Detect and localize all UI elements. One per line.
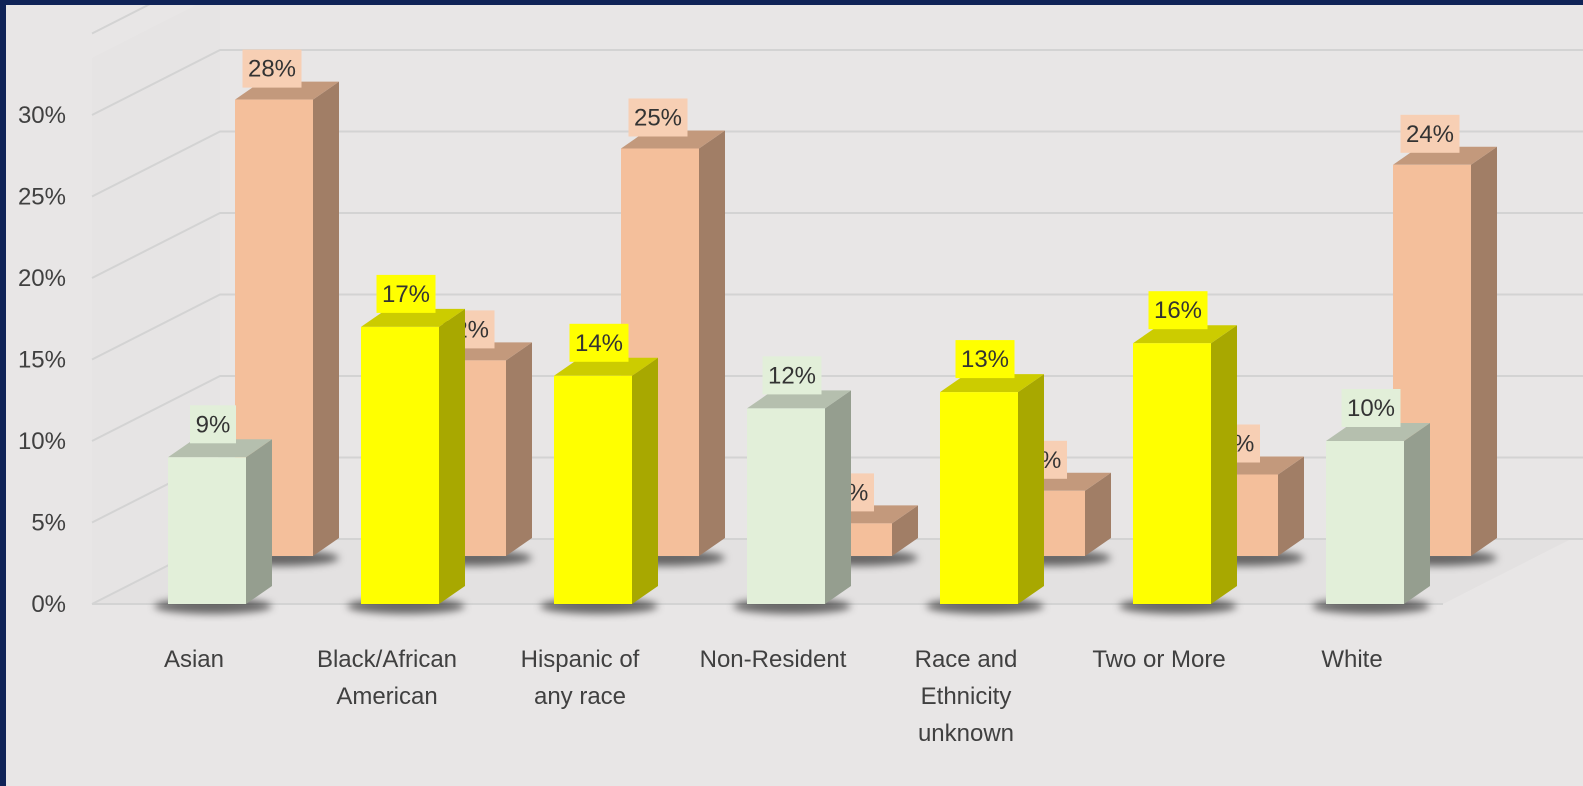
y-tick-label: 20% [18, 265, 66, 292]
x-category-label: Hispanic of [521, 646, 640, 673]
data-label-box [569, 323, 629, 362]
bar-side [1278, 456, 1304, 556]
x-category-label: American [336, 683, 437, 710]
gridline [91, 212, 1583, 279]
x-category-label: Race and [915, 646, 1018, 673]
data-label-box [1341, 389, 1401, 427]
front-bar-label: 16% [1148, 291, 1208, 330]
data-label: 10% [1347, 395, 1395, 422]
bar-side [632, 357, 658, 604]
bar-side [439, 308, 465, 604]
front-bar-label: 13% [955, 340, 1015, 379]
front-bar [926, 374, 1044, 614]
data-label-box [376, 274, 436, 313]
front-bar [347, 308, 465, 614]
bar-side [1471, 146, 1497, 557]
bar-face [168, 457, 246, 604]
bar-side [825, 390, 851, 604]
gridline [91, 293, 1583, 361]
y-tick-label: 15% [18, 347, 66, 374]
chart-frame: 0%5%10%15%20%25%30% 28%12%25%2%4%5%24% 9… [6, 5, 1583, 786]
y-tick-label: 30% [18, 102, 66, 129]
bar-side [1404, 423, 1430, 604]
back-bar-label: 28% [242, 49, 302, 88]
data-label: 25% [634, 105, 682, 132]
bar-side [1211, 325, 1237, 604]
bar-face [1326, 441, 1404, 604]
data-label: 17% [382, 281, 430, 308]
bar-face [554, 375, 632, 604]
bar-face [361, 326, 439, 604]
bar-top [747, 390, 851, 409]
y-tick-label: 10% [18, 428, 66, 455]
data-label: 28% [248, 56, 296, 83]
bar-top [940, 374, 1044, 393]
bar-side [892, 505, 918, 556]
data-label-box [1400, 114, 1460, 153]
x-category-label: Non-Resident [700, 646, 847, 673]
front-bar-label: 10% [1341, 389, 1401, 427]
bar-side [246, 439, 272, 604]
front-bar [1119, 325, 1237, 614]
data-label-box [762, 356, 822, 395]
gridline [91, 375, 1583, 442]
x-category-label: Ethnicity [921, 683, 1012, 710]
back-bar [1379, 146, 1497, 566]
front-bar-label: 17% [376, 274, 436, 313]
back-bar-label: 24% [1400, 114, 1460, 153]
bar-top [1133, 325, 1237, 344]
bar-face [940, 392, 1018, 604]
gridline [91, 130, 1583, 198]
data-label: 24% [1406, 121, 1454, 148]
x-category-label: any race [534, 683, 626, 710]
bar-side [506, 342, 532, 556]
front-bar-label: 14% [569, 323, 629, 362]
x-category-label: Asian [164, 646, 224, 673]
data-label-box [190, 405, 236, 444]
y-tick-label: 0% [31, 591, 66, 618]
data-label: 9% [196, 411, 231, 438]
data-label: 14% [575, 330, 623, 357]
front-bar [733, 390, 851, 614]
x-category-label: Two or More [1092, 646, 1225, 673]
data-label: 13% [961, 346, 1009, 373]
y-axis-ticks: 0% 5% 10% 15% 20% 25% 30% [18, 102, 66, 618]
bar-side [1085, 472, 1111, 556]
gridline [91, 5, 151, 35]
data-label: 16% [1154, 297, 1202, 324]
bar-side [699, 130, 725, 556]
bar-face [747, 408, 825, 604]
bar-face [1133, 343, 1211, 604]
data-label-box [955, 340, 1015, 379]
front-bar [154, 439, 272, 614]
front-bar-label: 9% [190, 405, 236, 444]
gridline [91, 49, 1583, 116]
bar-side [1018, 374, 1044, 604]
x-axis-categories: Asian Black/African American Hispanic of any… [164, 646, 1383, 747]
bar-top [554, 357, 658, 376]
series-1-bars: 9% 17% 14% 12% 13% 16% 10% [154, 274, 1430, 614]
bar-top [168, 439, 272, 458]
data-label-box [242, 49, 302, 88]
bar-top [1326, 423, 1430, 441]
y-tick-label: 5% [31, 510, 66, 537]
back-bar-label: 25% [628, 98, 688, 137]
data-label-box [628, 98, 688, 137]
front-bar [540, 357, 658, 614]
y-tick-label: 25% [18, 184, 66, 211]
bar-side [313, 81, 339, 556]
bar-top [361, 308, 465, 327]
chart-svg: 0%5%10%15%20%25%30% 28%12%25%2%4%5%24% 9… [18, 5, 1583, 747]
x-category-label: unknown [918, 720, 1014, 747]
x-category-label: White [1321, 646, 1382, 673]
front-bar-label: 12% [762, 356, 822, 395]
front-bar [1312, 423, 1430, 614]
data-label-box [1148, 291, 1208, 330]
data-label: 12% [768, 362, 816, 389]
x-category-label: Black/African [317, 646, 457, 673]
